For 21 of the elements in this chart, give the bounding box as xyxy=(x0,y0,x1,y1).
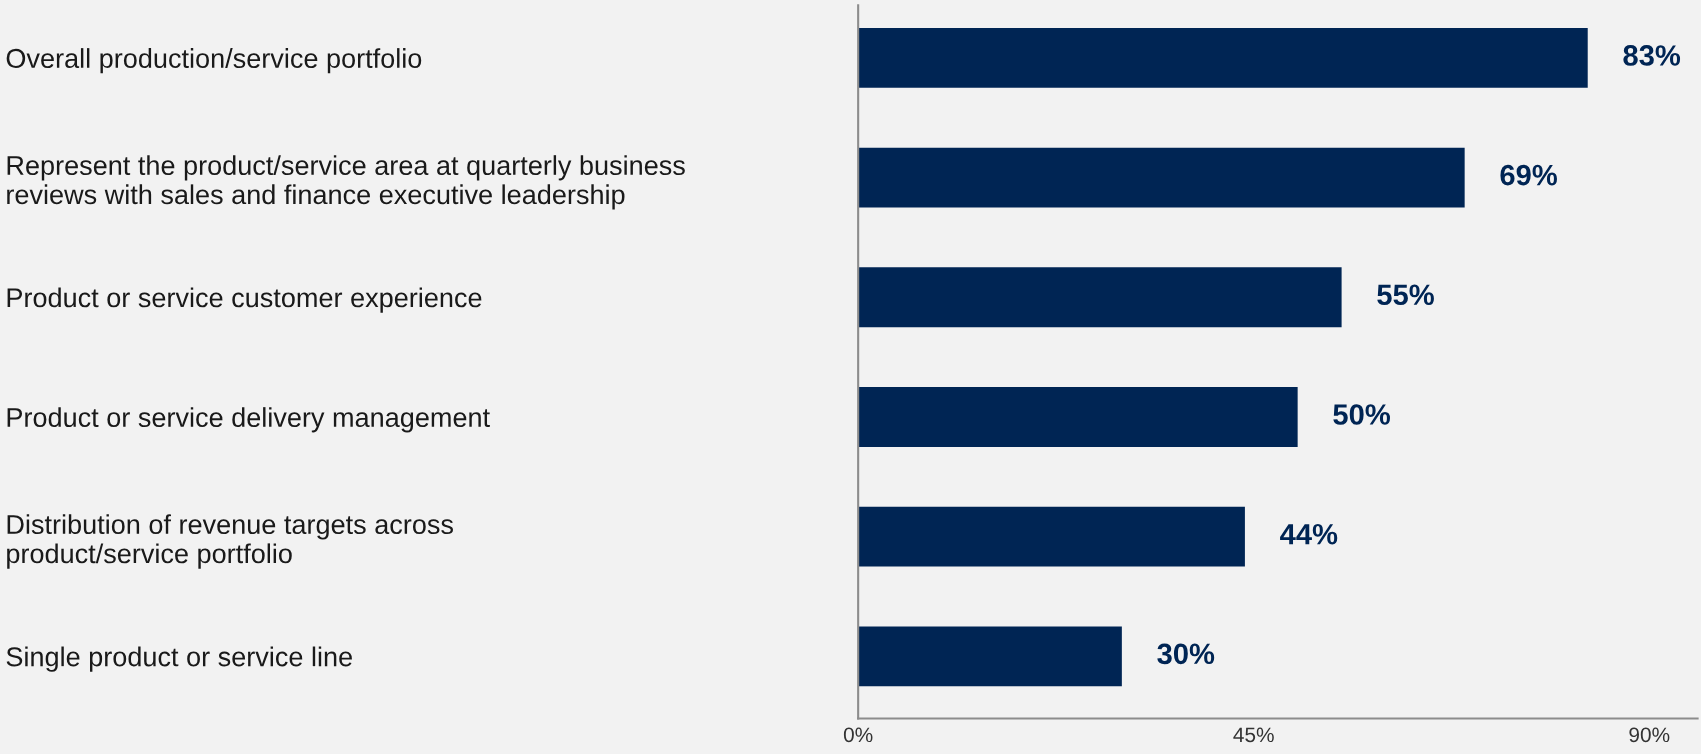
bar xyxy=(858,387,1298,447)
y-tick-label: Product or service customer experience xyxy=(7,287,482,313)
bar xyxy=(858,506,1245,567)
x-tick-label: 45% xyxy=(1233,727,1274,743)
y-tick-label: Distribution of revenue targets across product/service portfolio xyxy=(7,514,453,569)
data-label: 30% xyxy=(1157,643,1215,665)
bar xyxy=(858,28,1588,88)
y-tick-label: Single product or service line xyxy=(6,646,352,672)
bar xyxy=(858,626,1122,687)
data-label: 50% xyxy=(1333,404,1390,425)
bar xyxy=(858,267,1342,328)
y-tick-label: Overall production/service portfolio xyxy=(6,48,422,74)
data-label: 55% xyxy=(1377,284,1434,306)
x-tick-label: 0% xyxy=(843,727,873,743)
bar xyxy=(858,147,1465,208)
y-tick-label: Represent the product/service area at quarterly business reviews with sales and finance executive leadership xyxy=(7,155,685,210)
data-label: 44% xyxy=(1280,523,1338,545)
data-label: 69% xyxy=(1500,164,1557,186)
x-tick-label: 90% xyxy=(1629,727,1670,743)
y-tick-label: Product or service delivery management xyxy=(7,407,490,433)
data-label: 83% xyxy=(1623,45,1681,66)
